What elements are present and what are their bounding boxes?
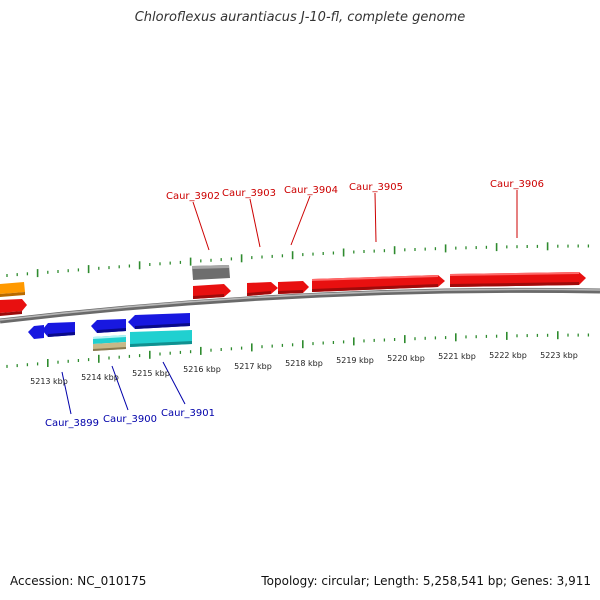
genome-stats-text: Topology: circular; Length: 5,258,541 bp…	[261, 574, 591, 588]
forward-features	[0, 265, 586, 316]
gene-caur-3905-highlight	[312, 275, 438, 281]
orange-feature-shadow	[0, 292, 25, 297]
gene-caur-3900-shade	[97, 328, 126, 333]
genome-backbone	[0, 287, 600, 324]
genome-title: Chloroflexus aurantiacus J-10-fl, comple…	[134, 10, 466, 25]
reverse-features	[28, 313, 192, 351]
ruler-label-5222: 5222 kbp	[489, 351, 527, 360]
label-caur-3900: Caur_3900	[103, 414, 157, 425]
leader-caur-3903	[249, 198, 261, 248]
label-caur-3906: Caur_3906	[490, 179, 544, 190]
label-caur-3902: Caur_3902	[166, 191, 220, 202]
gene-caur-3899a[interactable]	[28, 325, 44, 339]
gene-left-partial-shadow	[0, 311, 22, 316]
gene-caur-3906-shade	[450, 282, 579, 287]
gene-caur-3906-highlight	[450, 272, 579, 276]
gene-caur-3902-shade	[193, 294, 224, 299]
ruler-label-5223: 5223 kbp	[540, 351, 578, 360]
ruler-label-5216: 5216 kbp	[183, 365, 221, 374]
ruler-label-5221: 5221 kbp	[438, 352, 476, 361]
rna-feature[interactable]	[192, 265, 230, 280]
leader-caur-3900	[111, 365, 129, 411]
ruler-label-5218: 5218 kbp	[285, 359, 323, 368]
gene-caur-3899-shade	[48, 332, 75, 337]
cyan-feature-small-highlight	[93, 335, 126, 339]
ruler-label-5214: 5214 kbp	[81, 373, 119, 382]
gene-labels: Caur_3902 Caur_3903 Caur_3904 Caur_3905 …	[45, 179, 544, 429]
leader-caur-3902	[192, 201, 210, 251]
ruler-label-5220: 5220 kbp	[387, 354, 425, 363]
ruler-label-5215: 5215 kbp	[132, 369, 170, 378]
label-caur-3904: Caur_3904	[284, 185, 338, 196]
ruler-label-5219: 5219 kbp	[336, 356, 374, 365]
leader-caur-3905	[374, 192, 377, 243]
ruler-label-5217: 5217 kbp	[234, 362, 272, 371]
cyan-feature-shade	[130, 341, 192, 347]
label-caur-3901: Caur_3901	[161, 408, 215, 419]
gene-caur-3903-shade	[247, 291, 271, 296]
leader-caur-3901	[162, 361, 186, 405]
label-caur-3899: Caur_3899	[45, 418, 99, 429]
genome-backbone-highlight	[0, 288, 600, 321]
inner-tick-track	[6, 331, 590, 368]
rna-feature-highlight	[192, 265, 229, 269]
leader-caur-3899	[61, 371, 72, 415]
ruler-label-5213: 5213 kbp	[30, 377, 68, 386]
outer-tick-track	[6, 242, 590, 278]
gene-caur-3901-shade	[135, 323, 190, 329]
orange-feature[interactable]	[0, 282, 25, 294]
gene-caur-3904-shade	[278, 290, 303, 294]
ruler-labels: 5213 kbp 5214 kbp 5215 kbp 5216 kbp 5217…	[30, 351, 578, 386]
accession-text: Accession: NC_010175	[10, 574, 147, 588]
gene-caur-3905-shade	[312, 284, 438, 292]
leader-caur-3904	[290, 195, 311, 246]
gene-left-partial[interactable]	[0, 299, 27, 313]
label-caur-3905: Caur_3905	[349, 182, 403, 193]
label-leaders	[61, 190, 518, 415]
tan-feature-shadow	[93, 347, 126, 351]
label-caur-3903: Caur_3903	[222, 188, 276, 199]
